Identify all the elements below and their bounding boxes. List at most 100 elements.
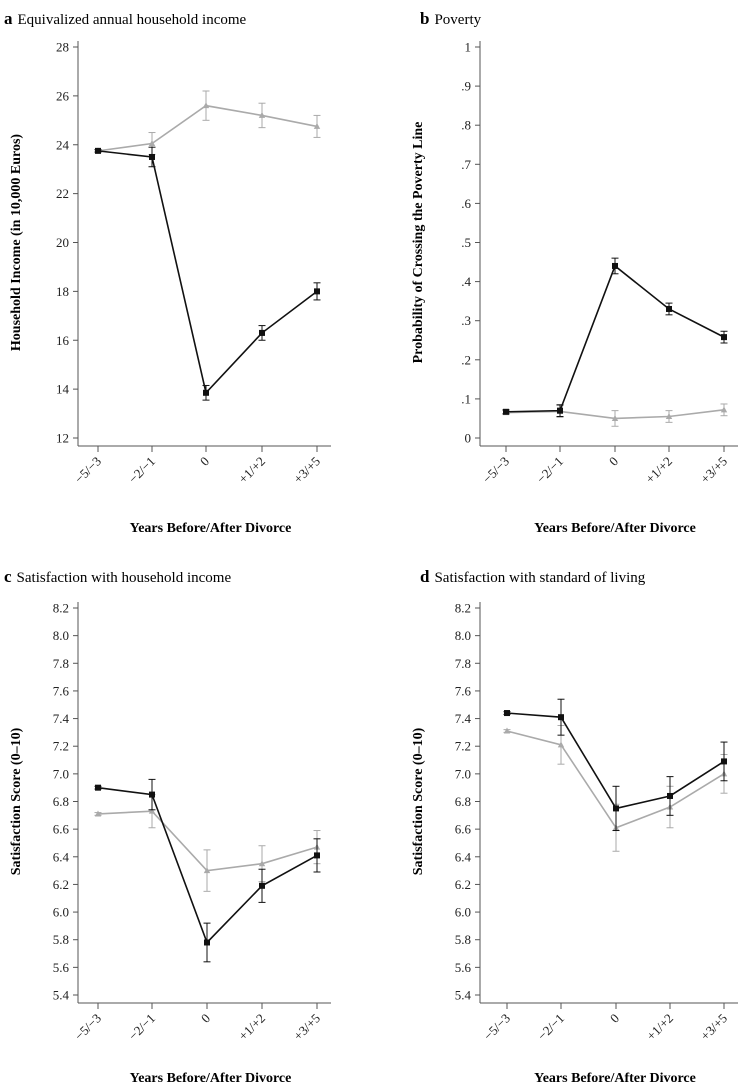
y-tick-label: 6.6 — [455, 822, 472, 837]
y-tick-label: 8.0 — [455, 628, 471, 643]
y-tick-label: 6.2 — [455, 877, 471, 892]
x-axis-label: Years Before/After Divorce — [130, 521, 292, 536]
y-tick-label: 5.4 — [53, 988, 70, 1003]
chart-panel-c: c Satisfaction with household income 5.4 5.… — [4, 567, 331, 1086]
data-point-square — [314, 852, 320, 859]
chart-panel-a: a Equivalized annual household income 12 14… — [4, 9, 331, 536]
data-point-square — [612, 262, 618, 269]
x-tick-label: +1/+2 — [235, 1011, 268, 1044]
y-tick-label: .6 — [461, 196, 471, 211]
y-tick-label: .9 — [461, 79, 471, 94]
chart-title: c Satisfaction with household income — [4, 567, 231, 586]
y-axis-label: Satisfaction Score (0–10) — [411, 727, 426, 875]
y-tick-label: 16 — [56, 333, 70, 348]
y-tick-label: 5.8 — [455, 932, 471, 947]
chart-panel-b: b Poverty 0 .1 .2 .3 .4 .5 .6 .7 .8 .9 1 −5/−3 −2/−1 0 +… — [411, 9, 738, 536]
y-tick-label: 6.0 — [455, 905, 471, 920]
x-tick-label: +1/+2 — [235, 454, 268, 487]
panel-title-text: Satisfaction with standard of living — [434, 570, 645, 586]
data-point-square — [667, 792, 673, 799]
x-axis-label: Years Before/After Divorce — [534, 1071, 696, 1086]
data-point-square — [558, 714, 564, 721]
y-tick-label: 8.2 — [455, 601, 471, 616]
panel-letter: b — [420, 9, 429, 28]
data-point-square — [95, 784, 101, 791]
y-tick-label: 6.6 — [53, 822, 70, 837]
y-tick-label: 6.8 — [455, 794, 471, 809]
panel-title-text: Equivalized annual household income — [18, 12, 247, 28]
data-point-square — [503, 408, 509, 415]
series-black — [94, 778, 321, 963]
y-tick-label: 7.0 — [455, 766, 471, 781]
data-point-square — [504, 710, 510, 717]
x-tick-label: 0 — [606, 454, 621, 469]
y-tick-label: .2 — [461, 352, 471, 367]
x-tick-label: +3/+5 — [697, 454, 730, 487]
y-tick-label: 1 — [465, 40, 472, 55]
x-tick-label: −2/−1 — [125, 454, 158, 487]
data-point-triangle — [665, 412, 673, 419]
x-tick-label: −2/−1 — [534, 1011, 567, 1044]
y-tick-label: 28 — [56, 40, 69, 55]
x-tick-label: +1/+2 — [642, 454, 675, 487]
y-tick-label: 5.6 — [455, 960, 472, 975]
data-point-square — [149, 153, 155, 160]
y-tick-label: .8 — [461, 118, 471, 133]
y-tick-label: 7.2 — [53, 739, 69, 754]
data-point-triangle — [503, 727, 511, 734]
data-point-square — [557, 407, 563, 414]
x-tick-label: −5/−3 — [71, 1011, 104, 1044]
y-tick-label: 24 — [56, 137, 70, 152]
x-tick-label: +1/+2 — [643, 1011, 676, 1044]
y-tick-label: 6.8 — [53, 794, 69, 809]
data-point-triangle — [720, 406, 728, 413]
y-tick-label: .1 — [461, 391, 471, 406]
series-black — [502, 257, 728, 417]
y-tick-label: 7.0 — [53, 766, 69, 781]
y-tick-label: 18 — [56, 284, 69, 299]
data-point-triangle — [313, 122, 321, 129]
y-tick-label: 8.0 — [53, 628, 69, 643]
y-tick-label: .7 — [461, 157, 471, 172]
panel-letter: c — [4, 567, 12, 586]
series-gray — [94, 90, 321, 156]
y-tick-label: .5 — [461, 235, 471, 250]
chart-title: a Equivalized annual household income — [4, 9, 247, 28]
panel-letter: d — [420, 567, 430, 586]
data-point-square — [149, 791, 155, 798]
data-point-square — [95, 147, 101, 154]
y-tick-label: 0 — [465, 431, 472, 446]
y-tick-label: 7.6 — [53, 683, 70, 698]
data-point-triangle — [148, 140, 156, 147]
y-tick-label: 7.4 — [53, 711, 70, 726]
y-axis-label: Household Income (in 10,000 Euros) — [9, 134, 24, 351]
data-point-square — [259, 329, 265, 336]
x-tick-label: −5/−3 — [479, 454, 512, 487]
y-tick-label: 5.4 — [455, 988, 472, 1003]
data-point-triangle — [557, 741, 565, 748]
x-tick-label: 0 — [198, 1011, 213, 1026]
series-gray — [502, 403, 728, 427]
series-black — [503, 698, 728, 832]
x-axis-label: Years Before/After Divorce — [130, 1071, 292, 1086]
y-tick-label: 7.6 — [455, 683, 472, 698]
data-point-square — [721, 758, 727, 765]
x-tick-label: +3/+5 — [697, 1011, 730, 1044]
data-point-triangle — [203, 867, 211, 874]
data-point-square — [259, 882, 265, 889]
chart-panel-d: d Satisfaction with standard of living 5.4… — [411, 567, 738, 1086]
series-line — [97, 104, 318, 152]
y-tick-label: 5.8 — [53, 932, 69, 947]
series-line — [505, 264, 725, 413]
x-axis-label: Years Before/After Divorce — [534, 521, 696, 536]
data-point-square — [204, 939, 210, 946]
data-point-square — [203, 389, 209, 396]
data-point-square — [314, 288, 320, 295]
y-tick-label: .4 — [461, 274, 471, 289]
y-tick-label: 6.2 — [53, 877, 69, 892]
data-point-square — [721, 334, 727, 341]
y-tick-label: 12 — [56, 431, 69, 446]
y-axis-label: Probability of Crossing the Poverty Line — [411, 122, 426, 364]
y-tick-label: 7.4 — [455, 711, 472, 726]
